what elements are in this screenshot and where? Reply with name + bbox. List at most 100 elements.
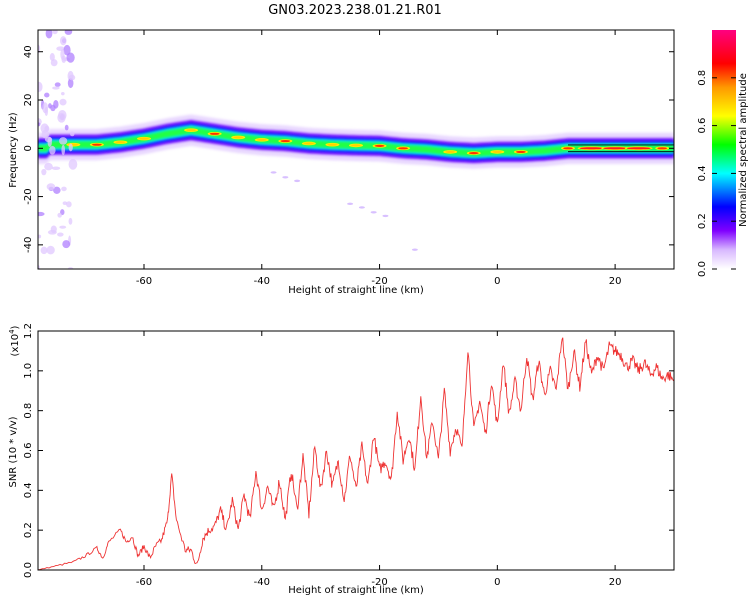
spectrogram-noise-blob [53,186,61,194]
snr-y-label: SNR (10 * v/v) [8,416,19,487]
spectrogram-noise-blob [66,201,72,208]
snr-multiplier-exponent: 4 [8,329,16,334]
colorbar-tick-label: 0.6 [697,118,708,134]
spectrogram-noise-blob [62,201,68,205]
spectrogram-noise-blob [51,166,61,170]
spectrogram-peak [115,141,126,144]
spectrogram-noise-blob [59,225,67,229]
spectrogram-noise-blob [57,112,66,123]
spectrogram-peak [468,152,479,155]
spectrogram-y-axis: -40 -20 0 20 40 [23,45,674,253]
spectrogram-noise-blob [63,44,71,56]
spectrogram-noise-blob [59,137,68,145]
spectrogram-streak [358,206,365,209]
spectrogram-peak [657,147,668,150]
colorbar-tick-label: 0.2 [697,213,708,229]
spectrogram-noise-blob [46,183,56,191]
spectrogram-noise-blob [41,168,47,176]
spectrogram-y-label: Frequency (Hz) [8,112,19,188]
spectrogram-noise-blob [60,49,65,60]
spectrogram-peak [91,143,102,146]
spectrogram-noise-blob [54,82,61,87]
spectrogram-noise-blob [52,30,58,35]
colorbar: 0.0 0.2 0.4 0.6 0.8 Normalized spectral ampl… [697,30,749,277]
spectrogram-noise-blob [67,78,74,89]
spectrogram-peak [579,147,604,150]
spectrogram-panel: -60 -40 -20 0 20 -40 -20 0 20 40 Height of strai… [8,29,675,296]
snr-y-multiplier: (x104) [8,325,21,356]
spectrogram-x-tick-label: -60 [136,276,152,287]
spectrogram-noise-blob [49,145,56,155]
colorbar-tick-label: 0.0 [697,261,708,277]
spectrogram-noise-blob [38,211,45,217]
snr-x-tick-label: -20 [371,577,387,588]
spectrogram-noise-blob [57,232,64,237]
spectrogram-streak [282,176,289,179]
spectrogram-x-tick-label: 20 [609,276,622,287]
snr-multiplier-close: ) [10,325,21,329]
spectrogram-peak [139,137,149,140]
spectrogram-peak [603,147,628,150]
spectrogram-noise-blob [46,245,55,255]
spectrogram-noise-blob [45,30,53,39]
spectrogram-peak [445,150,456,154]
spectrogram-content [38,30,674,269]
snr-x-axis: -60 -40 -20 0 20 [136,331,622,588]
snr-frame [37,330,675,571]
snr-y-tick-label: 0.4 [23,482,34,498]
spectrogram-noise-blob [40,246,48,255]
spectrogram-noise-blob [69,131,75,137]
spectrogram-y-tick-label: 0 [23,145,34,151]
spectrogram-peak [233,136,244,139]
spectrogram-noise-blob [38,122,41,127]
spectrogram-noise-blob [61,144,66,156]
spectrogram-y-tick-label: -40 [23,237,34,253]
snr-panel: -60 -40 -20 0 20 0.0 0.2 0.4 0.6 0.8 1.0 1.2 Heigh… [8,323,675,596]
spectrogram-peak [256,138,267,141]
spectrogram-streak [270,171,277,174]
spectrogram-noise-blob [44,92,50,98]
spectrogram-streak [382,214,389,218]
snr-y-tick-label: 1.2 [23,323,34,339]
spectrogram-noise-blob [61,186,67,192]
snr-y-tick-label: 0.6 [23,443,34,459]
spectrogram-x-label: Height of straight line (km) [288,285,424,296]
spectrogram-y-tick-label: -20 [23,188,34,204]
spectrogram-peak [303,142,314,145]
colorbar-tick-label: 0.4 [697,165,708,181]
spectrogram-peak [515,150,526,154]
snr-x-tick-label: 20 [609,577,622,588]
spectrogram-noise-blob [44,162,53,171]
spectrogram-noise-blob [59,98,67,106]
snr-y-tick-label: 0.0 [23,562,34,578]
spectrogram-ridge-layer [38,126,674,157]
spectrogram-noise-blob [64,124,69,131]
spectrogram-streak [370,211,377,214]
spectrogram-noise-blob [40,123,49,134]
spectrogram-noise-blob [38,44,41,54]
spectrogram-peak [626,147,651,150]
snr-multiplier-base: (x10 [10,334,21,357]
spectrogram-frame [37,29,675,270]
spectrogram-noise-blob [64,30,73,35]
snr-y-tick-label: 0.2 [23,522,34,538]
spectrogram-noise-blob [68,143,73,152]
spectrogram-peak [280,139,291,143]
snr-series-line [38,337,674,570]
spectrogram-x-tick-label: 0 [494,276,500,287]
spectrogram-noise-blob [44,136,53,143]
spectrogram-noise-blob [38,81,43,92]
spectrogram-noise-blob [49,53,55,61]
spectrogram-x-tick-label: -40 [254,276,270,287]
spectrogram-noise-blob [42,102,49,114]
snr-x-tick-label: 0 [494,577,500,588]
spectrogram-peak [351,144,361,147]
spectrogram-peak [492,150,503,154]
spectrogram-noise-blob [59,36,67,46]
spectrogram-streak [411,248,418,251]
spectrogram-noise-blob [62,240,71,249]
colorbar-label: Normalized spectral amplitude [738,73,749,227]
spectrogram-noise-blob [61,91,65,96]
spectrogram-streak [294,179,301,183]
